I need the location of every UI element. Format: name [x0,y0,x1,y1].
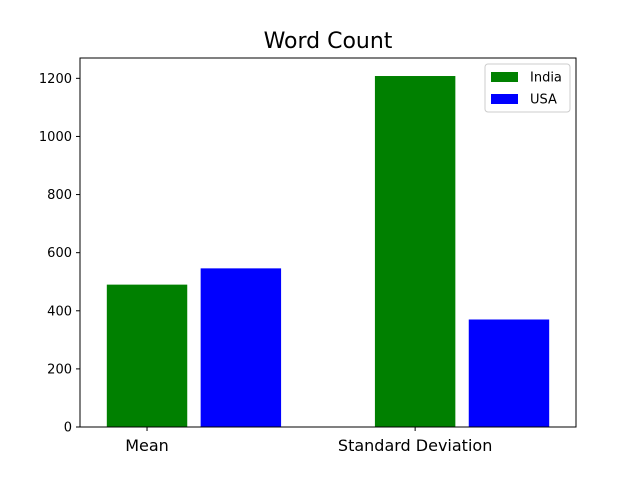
y-tick-label: 200 [47,362,72,377]
x-tick-label: Mean [125,436,169,455]
plot-frame [79,57,577,428]
y-tick-label: 1000 [39,130,72,145]
bar-usa-standard-deviation [468,319,550,427]
x-tick-label: Standard Deviation [338,436,492,455]
legend-label-usa: USA [530,93,557,108]
y-tick-label: 400 [47,304,72,319]
bar-india-mean [106,284,188,427]
legend-swatch-india [491,72,518,82]
chart-title: Word Count [264,29,393,54]
legend-label-india: India [530,71,562,86]
y-tick-label: 0 [64,421,72,436]
bar-india-standard-deviation [374,76,456,428]
bar-usa-mean [200,268,282,427]
legend-swatch-usa [491,94,518,104]
y-tick-label: 1200 [39,72,72,87]
y-tick-label: 600 [47,246,72,261]
y-tick-label: 800 [47,188,72,203]
